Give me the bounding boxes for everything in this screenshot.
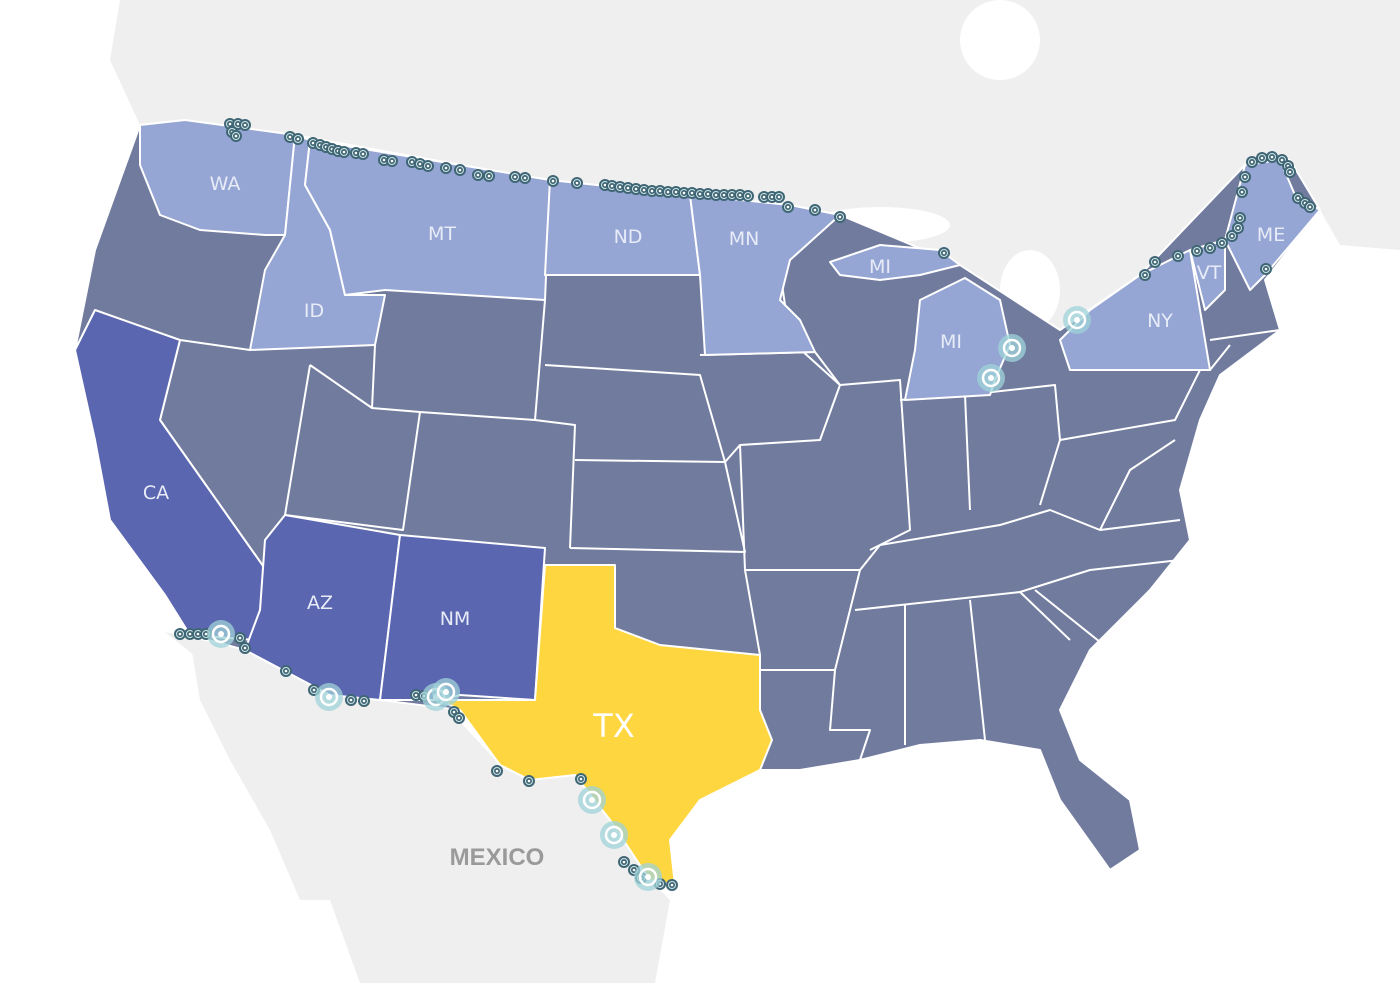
border-crossing-marker[interactable] [782,201,794,213]
state-nm[interactable] [379,534,546,701]
border-crossing-marker[interactable] [773,191,785,203]
southern-border-states [74,309,546,701]
border-crossing-marker[interactable] [834,211,846,223]
border-crossing-marker[interactable] [1284,166,1296,178]
major-border-crossing-marker[interactable] [977,364,1005,392]
hudson-water [960,0,1040,80]
border-crossing-marker[interactable] [345,694,357,706]
border-crossing-marker[interactable] [472,169,484,181]
label-mi-lp: MI [940,331,962,353]
border-crossing-marker[interactable] [575,773,587,785]
major-border-crossing-marker[interactable] [207,620,235,648]
border-crossing-marker[interactable] [358,695,370,707]
border-crossing-marker[interactable] [618,856,630,868]
border-crossing-marker[interactable] [519,172,531,184]
label-ca: CA [143,482,169,504]
border-crossing-marker[interactable] [1234,212,1246,224]
border-crossing-marker[interactable] [292,133,304,145]
label-tx: TX [592,707,634,745]
label-nm: NM [440,608,471,630]
border-crossing-marker[interactable] [1191,245,1203,257]
border-crossing-marker[interactable] [1266,151,1278,163]
border-crossing-marker[interactable] [357,148,369,160]
border-crossing-marker[interactable] [1239,171,1251,183]
state-tx-selected[interactable] [439,564,773,886]
border-crossing-marker[interactable] [1232,222,1244,234]
border-crossing-marker[interactable] [280,665,292,677]
border-crossing-marker[interactable] [742,190,754,202]
border-crossing-marker[interactable] [547,175,559,187]
major-border-crossing-marker[interactable] [432,678,460,706]
border-crossing-marker[interactable] [666,879,678,891]
label-id: ID [304,300,324,322]
border-crossing-marker[interactable] [338,146,350,158]
label-ny: NY [1147,310,1173,332]
border-crossing-marker[interactable] [491,765,503,777]
border-crossing-marker[interactable] [809,204,821,216]
major-border-crossing-marker[interactable] [600,821,628,849]
border-crossing-marker[interactable] [239,119,251,131]
canada-land [110,0,1400,330]
border-crossing-marker[interactable] [1256,152,1268,164]
label-vt: VT [1197,262,1222,284]
border-crossing-marker[interactable] [1149,256,1161,268]
label-mn: MN [729,228,760,250]
major-border-crossing-marker[interactable] [998,334,1026,362]
border-crossing-marker[interactable] [938,247,950,259]
border-crossing-marker[interactable] [174,628,186,640]
label-wa: WA [210,173,241,195]
border-crossing-marker[interactable] [1260,263,1272,275]
border-crossing-marker[interactable] [386,155,398,167]
border-crossing-marker[interactable] [1246,156,1258,168]
border-crossing-marker[interactable] [422,160,434,172]
mexico-land [165,632,670,983]
border-crossing-marker[interactable] [483,170,495,182]
border-crossing-markers [174,118,1316,891]
baja-land [190,640,330,900]
border-crossing-marker[interactable] [1172,250,1184,262]
border-crossing-marker[interactable] [571,177,583,189]
border-crossing-marker[interactable] [239,642,251,654]
label-me: ME [1257,224,1285,246]
major-border-crossing-marker[interactable] [578,786,606,814]
major-border-crossing-marker[interactable] [1063,306,1091,334]
label-az: AZ [307,592,333,614]
label-nd: ND [614,226,643,248]
border-crossing-marker[interactable] [234,632,246,644]
label-mexico: MEXICO [450,844,545,871]
state-mi-up[interactable] [829,244,961,281]
border-crossing-marker[interactable] [454,164,466,176]
label-mt: MT [428,223,456,245]
border-crossing-marker[interactable] [523,775,535,787]
border-crossing-marker[interactable] [1236,186,1248,198]
border-crossing-marker[interactable] [1304,201,1316,213]
state-ny[interactable] [1059,249,1211,371]
border-crossing-marker[interactable] [1204,242,1216,254]
state-labels: WA ID MT ND MN MI MI NY VT ME CA AZ NM T… [143,173,1285,871]
border-crossing-marker[interactable] [230,130,242,142]
border-crossing-marker[interactable] [453,712,465,724]
major-border-crossing-marker[interactable] [315,683,343,711]
border-crossing-marker[interactable] [440,162,452,174]
border-crossing-marker[interactable] [1216,237,1228,249]
major-border-crossing-marker[interactable] [634,863,662,891]
border-crossing-marker[interactable] [1139,269,1151,281]
label-mi-up: MI [869,256,891,278]
border-crossing-marker[interactable] [509,171,521,183]
